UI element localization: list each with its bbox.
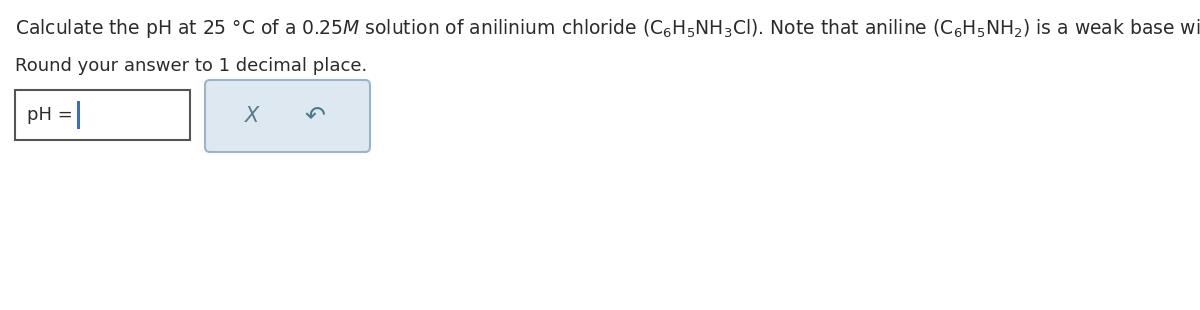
Bar: [77, 101, 80, 129]
FancyBboxPatch shape: [205, 80, 370, 152]
Text: X: X: [245, 106, 259, 126]
Text: pH =: pH =: [28, 106, 78, 124]
Bar: [14, 90, 190, 140]
Text: ↶: ↶: [305, 104, 325, 128]
Text: Calculate the pH at 25 °C of a 0.25$\it{M}$ solution of anilinium chloride $(\ma: Calculate the pH at 25 °C of a 0.25$\it{…: [14, 17, 1200, 40]
Text: Round your answer to 1 decimal place.: Round your answer to 1 decimal place.: [14, 57, 367, 75]
